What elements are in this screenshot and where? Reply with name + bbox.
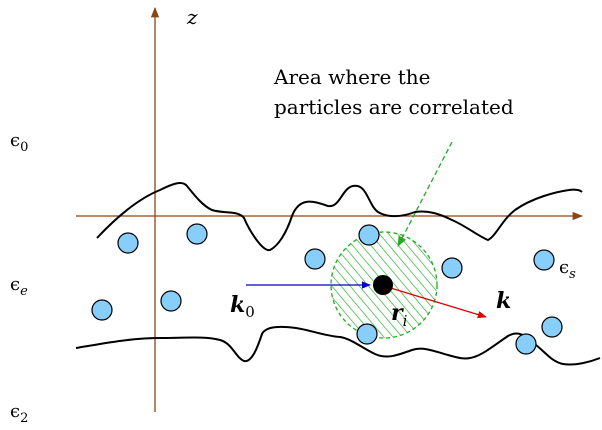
particle: [541, 316, 563, 338]
particle: [441, 257, 463, 279]
particle: [160, 290, 182, 312]
particle: [356, 323, 378, 345]
particle: [358, 224, 380, 246]
particles: [91, 223, 563, 355]
k0-label: k0: [230, 292, 255, 321]
scattered-wave-arrow: [383, 285, 487, 319]
annotation-arrow: [397, 141, 453, 247]
z-axis-label: z: [186, 5, 198, 29]
particle: [515, 333, 537, 355]
particle: [304, 248, 326, 270]
annotation-line-2: particles are correlated: [274, 95, 514, 119]
particle: [117, 232, 139, 254]
epsilon-0-label: ϵ0: [10, 130, 28, 155]
annotation-line-1: Area where the: [273, 65, 430, 89]
upper-rough-interface: [96, 182, 583, 252]
ri-label: ri: [391, 300, 408, 330]
particle: [91, 299, 113, 321]
particle: [186, 223, 208, 245]
central-particle: [373, 275, 393, 295]
particle: [533, 249, 555, 271]
epsilon-s-label: ϵs: [559, 257, 576, 282]
k-label: k: [496, 288, 511, 314]
epsilon-e-label: ϵe: [10, 274, 28, 299]
epsilon-2-label: ϵ2: [10, 401, 28, 426]
